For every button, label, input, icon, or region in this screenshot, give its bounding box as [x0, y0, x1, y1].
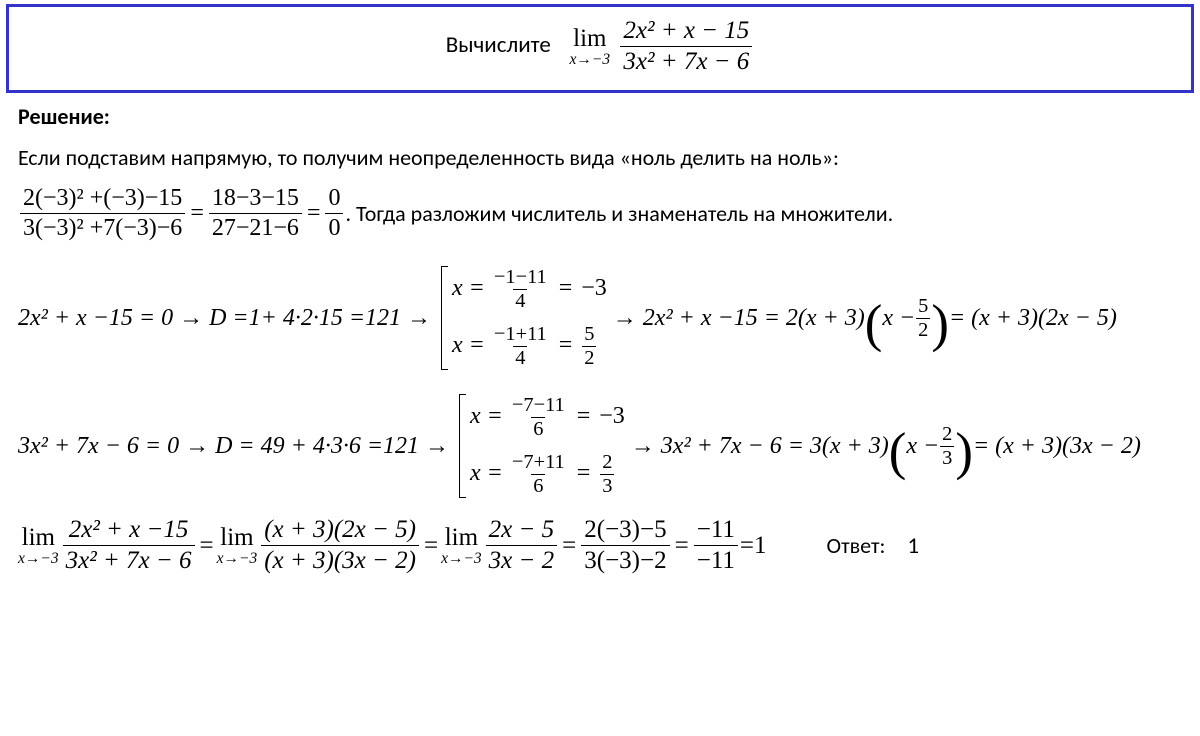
limit-notation: lim x→−3: [570, 25, 611, 69]
final-line: lim x→−3 2x² + x −15 3x² + 7x − 6 = lim …: [18, 516, 1182, 575]
factor-numerator-line: 2x² + x −15 = 0 → D =1+ 4·2·15 =121 → x …: [18, 260, 1182, 376]
roots-1: x = −1−11 4 = −3 x = −1+11 4 =: [437, 260, 607, 376]
substitution-line: 2(−3)² +(−3)−15 3(−3)² +7(−3)−6 = 18−3−1…: [18, 185, 1182, 242]
answer-value: 1: [907, 532, 919, 560]
lim-2: lim x→−3: [217, 524, 258, 568]
root-2b: x = −7+11 6 = 2 3: [470, 451, 625, 498]
bracket-icon: [441, 266, 448, 370]
answer-label: Ответ:: [827, 532, 886, 559]
root-2a: x = −7−11 6 = −3: [470, 394, 625, 441]
sub-frac-1: 2(−3)² +(−3)−15 3(−3)² +7(−3)−6: [20, 185, 185, 242]
intro-text: Если подставим напрямую, то получим неоп…: [18, 144, 1182, 171]
problem-label: Вычислите: [446, 31, 551, 59]
lim-1: lim x→−3: [18, 524, 59, 568]
solution-content: Решение: Если подставим напрямую, то пол…: [0, 103, 1200, 575]
solution-heading: Решение:: [18, 103, 1182, 130]
problem-fraction: 2x² + x − 15 3x² + 7x − 6: [620, 17, 752, 76]
bracket-icon: [459, 394, 466, 498]
roots-2: x = −7−11 6 = −3 x = −7+11 6 =: [455, 388, 625, 504]
factor-denominator-line: 3x² + 7x − 6 = 0 → D = 49 + 4·3·6 =121 →…: [18, 388, 1182, 504]
root-1b: x = −1+11 4 = 5 2: [452, 323, 607, 370]
sub-frac-zero: 0 0: [325, 185, 343, 242]
tail-text: . Тогда разложим числитель и знаменатель…: [345, 200, 893, 227]
problem-statement: Вычислите lim x→−3 2x² + x − 15 3x² + 7x…: [6, 4, 1194, 93]
lim-3: lim x→−3: [441, 524, 482, 568]
sub-frac-2: 18−3−15 27−21−6: [209, 185, 302, 242]
root-1a: x = −1−11 4 = −3: [452, 266, 607, 313]
